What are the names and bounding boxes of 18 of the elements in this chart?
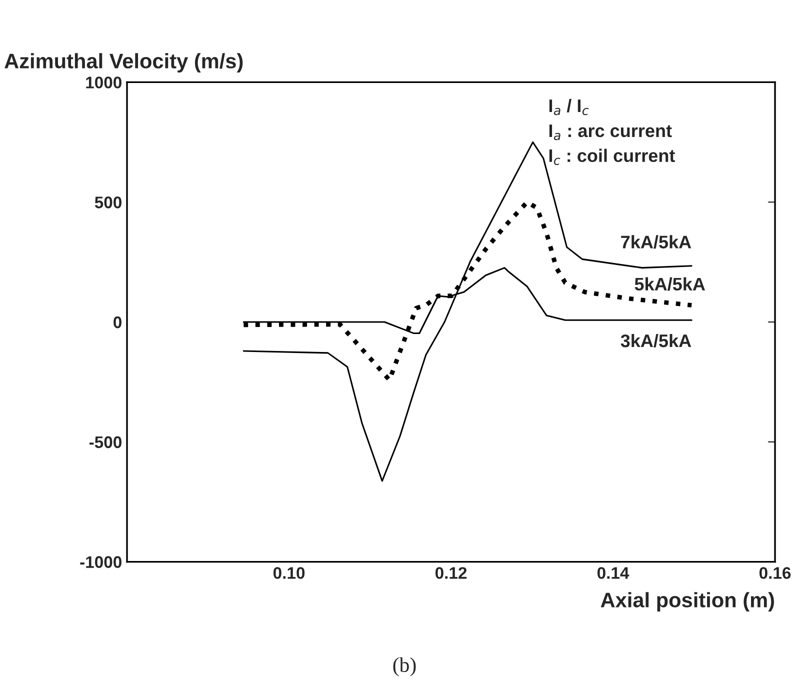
x-tick-label: 0.12 <box>435 567 467 579</box>
y-tick-label: 1000 <box>86 76 122 88</box>
x-tick-label: 0.16 <box>759 567 791 579</box>
annotation: I$_{c}$ : coil current <box>549 148 675 166</box>
y-axis-title: Azimuthal Velocity (m/s) <box>4 53 243 73</box>
x-tick-label: 0.10 <box>273 567 305 579</box>
y-tick-label: -500 <box>89 436 122 448</box>
x-tick-label: 0.14 <box>597 567 630 579</box>
series-label: 7kA/5kA <box>621 235 692 249</box>
text: (b) <box>393 657 416 676</box>
y-tick-label: 0 <box>114 316 122 328</box>
y-tick-label: 500 <box>94 196 122 208</box>
series-label: 5kA/5kA <box>634 277 706 291</box>
series-label: 3kA/5kA <box>620 334 692 348</box>
x-axis-title: Axial position (m) <box>600 592 774 612</box>
annotation: I$_{a}$ / I$_{c}$ <box>549 98 589 116</box>
annotation: I$_{a}$ : arc current <box>549 124 672 140</box>
y-tick-label: -1000 <box>80 556 122 568</box>
